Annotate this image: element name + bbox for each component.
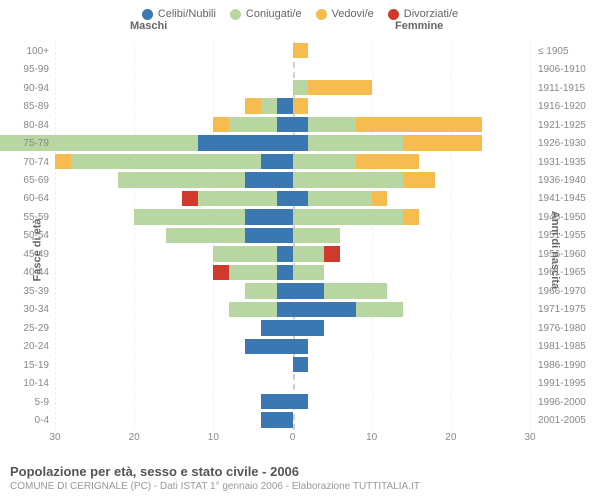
birth-label: 1966-1970 <box>535 282 600 300</box>
birth-label: 1911-1915 <box>535 79 600 97</box>
age-label: 50-54 <box>0 227 52 245</box>
bar-row <box>55 338 530 356</box>
label-male: Maschi <box>130 20 167 32</box>
birth-label: 1996-2000 <box>535 393 600 411</box>
birth-label: 1946-1950 <box>535 208 600 226</box>
legend-item: Vedovi/e <box>316 8 374 20</box>
legend-label: Celibi/Nubili <box>158 8 216 20</box>
age-label: 80-84 <box>0 116 52 134</box>
bar-rows <box>55 42 530 430</box>
age-label: 85-89 <box>0 97 52 115</box>
legend-label: Divorziati/e <box>404 8 458 20</box>
x-tick: 20 <box>129 432 140 443</box>
label-female: Femmine <box>395 20 443 32</box>
age-label: 40-44 <box>0 264 52 282</box>
legend-label: Coniugati/e <box>246 8 302 20</box>
x-tick: 0 <box>290 432 296 443</box>
birth-label: 1916-1920 <box>535 97 600 115</box>
bar-row <box>55 282 530 300</box>
age-label: 35-39 <box>0 282 52 300</box>
birth-label: 1971-1975 <box>535 301 600 319</box>
bar-row <box>55 97 530 115</box>
age-label: 75-79 <box>0 134 52 152</box>
birth-label: 1981-1985 <box>535 338 600 356</box>
bar-row <box>55 227 530 245</box>
birth-label: 1941-1945 <box>535 190 600 208</box>
bar-row <box>55 301 530 319</box>
age-label: 55-59 <box>0 208 52 226</box>
bar-row <box>55 134 530 152</box>
x-tick: 30 <box>49 432 60 443</box>
legend-swatch <box>316 9 327 20</box>
age-label: 0-4 <box>0 411 52 429</box>
birth-label: 2001-2005 <box>535 411 600 429</box>
x-tick: 20 <box>445 432 456 443</box>
age-label: 45-49 <box>0 245 52 263</box>
legend: Celibi/Nubili Coniugati/e Vedovi/e Divorzia… <box>0 0 600 20</box>
bar-row <box>55 393 530 411</box>
age-label: 15-19 <box>0 356 52 374</box>
bar-row <box>55 190 530 208</box>
legend-item: Celibi/Nubili <box>142 8 216 20</box>
age-label: 70-74 <box>0 153 52 171</box>
birth-label: 1961-1965 <box>535 264 600 282</box>
birth-label: 1986-1990 <box>535 356 600 374</box>
legend-item: Divorziati/e <box>388 8 458 20</box>
chart-caption: COMUNE DI CERIGNALE (PC) - Dati ISTAT 1°… <box>10 481 420 492</box>
age-labels: 100+95-9990-9485-8980-8475-7970-7465-696… <box>0 42 52 430</box>
x-tick: 30 <box>524 432 535 443</box>
birth-label: 1976-1980 <box>535 319 600 337</box>
birth-label: 1936-1940 <box>535 171 600 189</box>
birth-label: 1951-1955 <box>535 227 600 245</box>
bar-row <box>55 79 530 97</box>
birth-labels: ≤ 19051906-19101911-19151916-19201921-19… <box>535 42 600 430</box>
birth-label: 1926-1930 <box>535 134 600 152</box>
birth-label: 1956-1960 <box>535 245 600 263</box>
x-tick: 10 <box>208 432 219 443</box>
age-label: 5-9 <box>0 393 52 411</box>
age-label: 30-34 <box>0 301 52 319</box>
age-label: 100+ <box>0 42 52 60</box>
bar-row <box>55 245 530 263</box>
birth-label: 1931-1935 <box>535 153 600 171</box>
bar-row <box>55 60 530 78</box>
legend-label: Vedovi/e <box>332 8 374 20</box>
age-label: 10-14 <box>0 374 52 392</box>
footer: Popolazione per età, sesso e stato civil… <box>10 464 420 492</box>
bar-row <box>55 319 530 337</box>
bar-row <box>55 374 530 392</box>
x-tick: 10 <box>366 432 377 443</box>
age-label: 95-99 <box>0 60 52 78</box>
chart-title: Popolazione per età, sesso e stato civil… <box>10 464 420 479</box>
legend-item: Coniugati/e <box>230 8 302 20</box>
bar-row <box>55 356 530 374</box>
bar-row <box>55 208 530 226</box>
bar-row <box>55 42 530 60</box>
gender-labels: Maschi Femmine <box>0 20 600 36</box>
age-label: 60-64 <box>0 190 52 208</box>
birth-label: 1991-1995 <box>535 374 600 392</box>
chart-container: Celibi/Nubili Coniugati/e Vedovi/e Divorzia… <box>0 0 600 500</box>
legend-swatch <box>142 9 153 20</box>
age-label: 25-29 <box>0 319 52 337</box>
plot-area <box>55 42 530 430</box>
bar-row <box>55 153 530 171</box>
birth-label: 1906-1910 <box>535 60 600 78</box>
legend-swatch <box>388 9 399 20</box>
x-axis-ticks: 3020100102030 <box>55 432 530 446</box>
bar-row <box>55 264 530 282</box>
age-label: 20-24 <box>0 338 52 356</box>
age-label: 90-94 <box>0 79 52 97</box>
bar-row <box>55 171 530 189</box>
birth-label: 1921-1925 <box>535 116 600 134</box>
age-label: 65-69 <box>0 171 52 189</box>
bar-row <box>55 411 530 429</box>
legend-swatch <box>230 9 241 20</box>
birth-label: ≤ 1905 <box>535 42 600 60</box>
bar-row <box>55 116 530 134</box>
